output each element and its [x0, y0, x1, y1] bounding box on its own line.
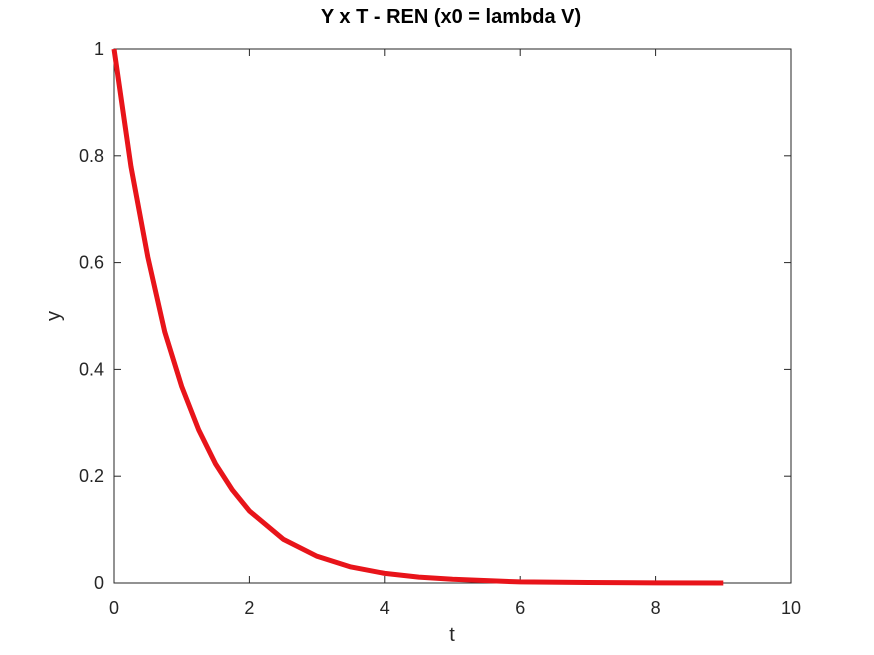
series-layer: [111, 48, 724, 586]
x-tick-label: 0: [109, 598, 119, 618]
y-axis-ticks: 0 0.2 0.4 0.6 0.8 1: [79, 39, 791, 593]
x-tick-label: 10: [781, 598, 801, 618]
x-tick-label: 4: [380, 598, 390, 618]
y-tick-label: 0: [94, 573, 104, 593]
y-axis-label: y: [43, 311, 65, 321]
series-line: [111, 48, 724, 586]
chart-title: Y x T - REN (x0 = lambda V): [321, 6, 581, 28]
y-tick-label: 0.6: [79, 253, 104, 273]
x-axis-label: t: [449, 624, 455, 646]
y-tick-label: 0.4: [79, 359, 104, 379]
plot-area-frame: [113, 48, 792, 584]
y-tick-label: 0.2: [79, 466, 104, 486]
x-tick-label: 8: [651, 598, 661, 618]
x-axis-ticks: 0 2 4 6 8 10: [109, 49, 801, 618]
y-tick-label: 0.8: [79, 146, 104, 166]
x-tick-label: 2: [244, 598, 254, 618]
y-tick-label: 1: [94, 39, 104, 59]
x-tick-label: 6: [515, 598, 525, 618]
